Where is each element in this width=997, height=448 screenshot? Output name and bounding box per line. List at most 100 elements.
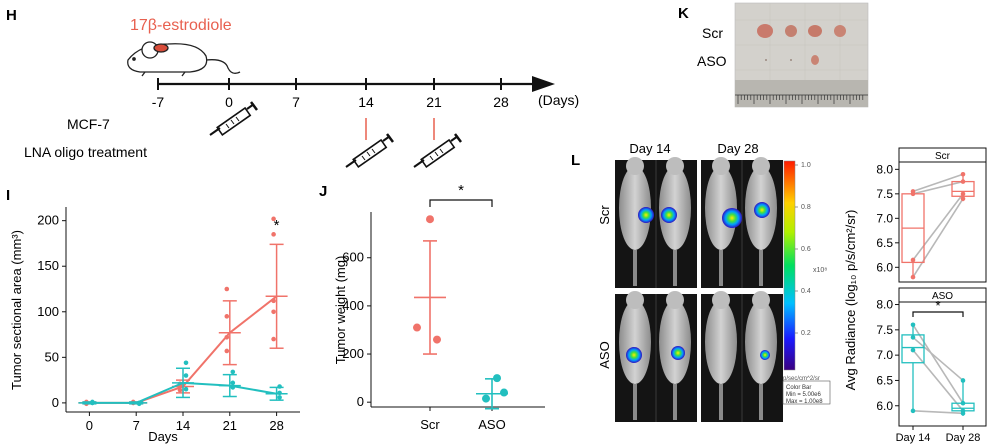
significance-star: *: [935, 298, 940, 313]
panel-label-j: J: [319, 183, 327, 200]
drug-label: 17β-estrodiole: [130, 17, 232, 34]
facet-strip: [898, 147, 987, 163]
panel-k: K Scr ASO: [678, 2, 869, 108]
syringe-icon: [412, 132, 463, 169]
data-point: [960, 171, 966, 177]
tumor-sample: [757, 24, 773, 38]
data-point: [277, 384, 282, 389]
row-scr: Scr: [597, 205, 612, 225]
box-chart-aso: ASO 6.0 6.5 7.0 7.5 8.0 * Day 14 Day 28: [876, 287, 987, 444]
data-point: [910, 335, 916, 340]
paired-line: [912, 198, 964, 278]
syringe-icon: [344, 132, 395, 169]
data-point: [960, 378, 966, 383]
x-tick-label: Scr: [420, 417, 440, 432]
x-axis-label: Days: [148, 429, 178, 444]
y-tick-label: 7.5: [876, 187, 893, 201]
y-axis-label: Avg Radiance (log₁₀ p/s/cm²/sr): [843, 210, 858, 391]
colorbar-legend-line: Min = 5.00e6: [786, 392, 822, 398]
y-axis-label: Tumor sectional area (mm³): [9, 230, 24, 390]
tumor-sample: [834, 25, 846, 37]
data-point: [910, 257, 916, 263]
colorbar-tick-label: 0.2: [801, 330, 811, 337]
y-tick-label: 8.0: [876, 298, 893, 312]
data-point: [271, 298, 276, 304]
data-point: [500, 388, 508, 397]
data-point: [960, 179, 966, 184]
data-point: [277, 395, 282, 400]
row-aso: ASO: [697, 53, 727, 69]
data-point: [960, 400, 966, 406]
x-tick-label: ASO: [478, 417, 505, 432]
data-point: [224, 286, 230, 292]
tumor-sample: [785, 25, 797, 37]
y-tick-label: 7.5: [876, 323, 893, 337]
colorbar-unit: p/sec/cm^2/sr: [783, 376, 820, 382]
facet-title: ASO: [932, 291, 953, 302]
x-tick-label: 14: [176, 418, 190, 433]
x-tick-label: 21: [223, 418, 237, 433]
data-point: [960, 191, 966, 197]
row-lna-treatment: LNA oligo treatment: [24, 144, 147, 160]
signal-spot: [661, 207, 677, 223]
y-tick-label: 400: [342, 298, 364, 313]
panel-label-h: H: [6, 7, 17, 24]
significance-star: *: [458, 182, 464, 199]
row-scr: Scr: [702, 25, 723, 41]
panel-label-l: L: [571, 152, 580, 169]
paired-line: [912, 349, 964, 412]
colorbar-tick-label: 0.4: [801, 288, 811, 295]
data-point: [910, 347, 916, 353]
panel-h: H 17β-estrodiole -7 0 7 14 21 28 (Days) MCF-7…: [6, 7, 579, 169]
data-point: [960, 196, 966, 202]
data-point: [183, 360, 189, 366]
signal-spot: [671, 346, 685, 360]
y-tick-label: 0: [52, 395, 59, 410]
colorbar-tick-label: 1.0: [801, 162, 811, 169]
paired-line: [912, 324, 964, 404]
significance-bracket: [912, 311, 964, 317]
colorbar-legend-line: Color Bar: [786, 385, 811, 391]
row-mcf7: MCF-7: [67, 116, 110, 132]
facet-strip: [898, 287, 987, 303]
timeline-tick-label: 0: [225, 94, 233, 110]
data-point: [910, 274, 916, 280]
panel-label-k: K: [678, 5, 689, 22]
mouse-image: [701, 291, 783, 422]
y-tick-label: 6.0: [876, 399, 893, 413]
timeline-tick-label: 21: [426, 94, 442, 110]
timeline-ticks: -7 0 7 14 21 28: [152, 78, 509, 110]
mouse-image: [701, 157, 783, 288]
mouse-image: [615, 157, 697, 288]
significance-star: *: [274, 217, 280, 234]
data-point: [230, 380, 236, 386]
paired-line: [912, 180, 964, 195]
colorbar-legend-box: [782, 380, 831, 405]
y-axis-label: Tumor weight (mg): [333, 256, 348, 365]
data-point: [224, 314, 230, 319]
x-tick-label: 0: [86, 418, 93, 433]
panel-i: I Tumor sectional area (mm³) Days 0 50 100…: [6, 187, 300, 444]
y-tick-label: 6.0: [876, 260, 893, 274]
signal-spot: [722, 208, 742, 228]
y-tick-label: 200: [342, 346, 364, 361]
row-aso: ASO: [597, 341, 612, 368]
data-point: [183, 373, 189, 378]
y-tick-label: 600: [342, 250, 364, 265]
mouse-icon: [127, 41, 241, 77]
mouse-image: [615, 291, 697, 422]
data-point: [177, 387, 183, 393]
tumor-sample: [811, 55, 819, 65]
colorbar: [783, 160, 796, 371]
y-tick-label: 8.0: [876, 162, 893, 176]
x-tick-label: 7: [133, 418, 140, 433]
panel-j: J Tumor weight (mg) 0 200 400 600 Scr ASO *: [319, 182, 545, 432]
paired-line: [912, 173, 964, 193]
data-point: [271, 216, 276, 222]
y-tick-label: 7.0: [876, 211, 893, 225]
timeline-tick-label: 14: [358, 94, 374, 110]
tumor-photo: [734, 2, 869, 108]
timeline-tick-label: -7: [152, 94, 165, 110]
facet-title: Scr: [935, 151, 951, 162]
panel-label-i: I: [6, 187, 10, 204]
